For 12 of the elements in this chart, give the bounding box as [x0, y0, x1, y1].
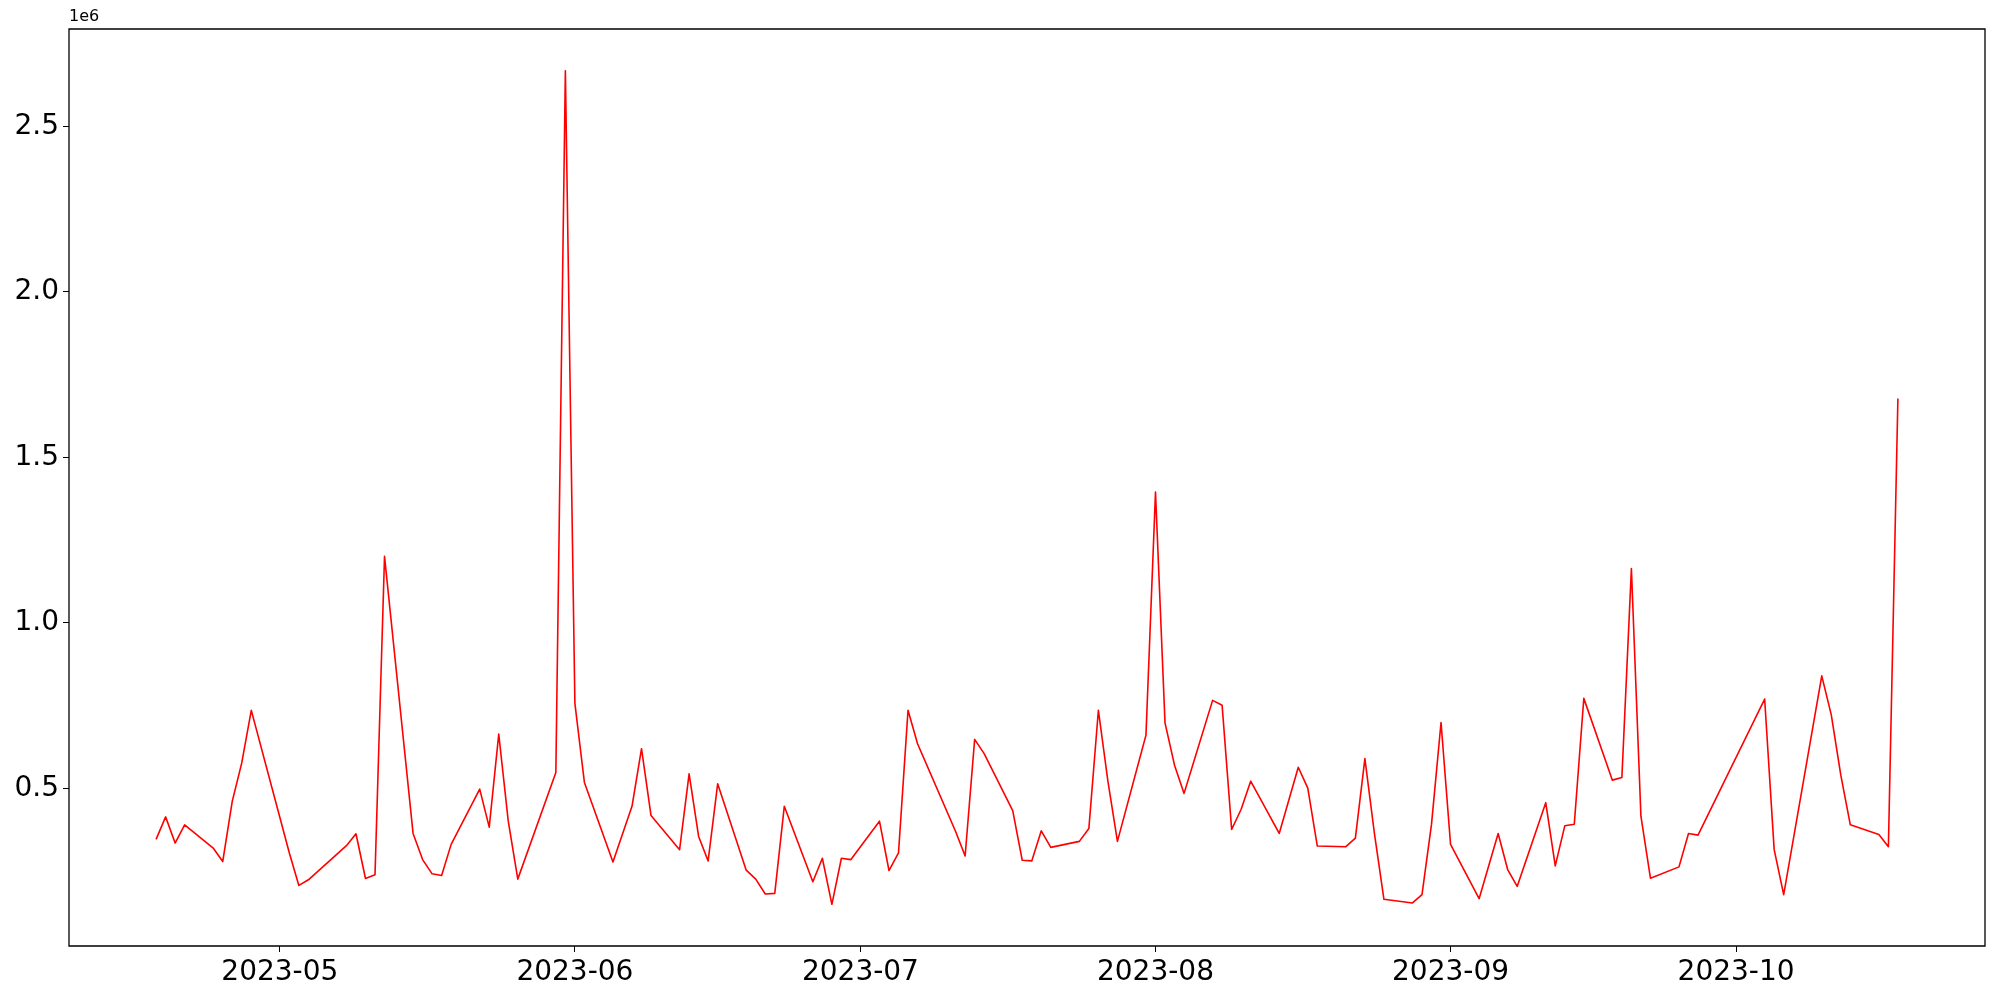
y-tick-label: 1.0	[14, 604, 59, 638]
x-tick-label: 2023-06	[516, 954, 634, 988]
y-tick-label: 1.5	[14, 438, 59, 472]
x-tick-label: 2023-09	[1392, 954, 1510, 988]
x-tick-label: 2023-08	[1096, 954, 1214, 988]
x-tick-label: 2023-07	[801, 954, 919, 988]
x-tick-label: 2023-10	[1677, 954, 1795, 988]
x-tick-label: 2023-05	[221, 954, 339, 988]
y-tick-label: 2.0	[14, 273, 59, 307]
y-tick-label: 0.5	[14, 769, 59, 803]
y-tick-label: 2.5	[14, 107, 59, 141]
text: 1e6	[69, 6, 100, 26]
